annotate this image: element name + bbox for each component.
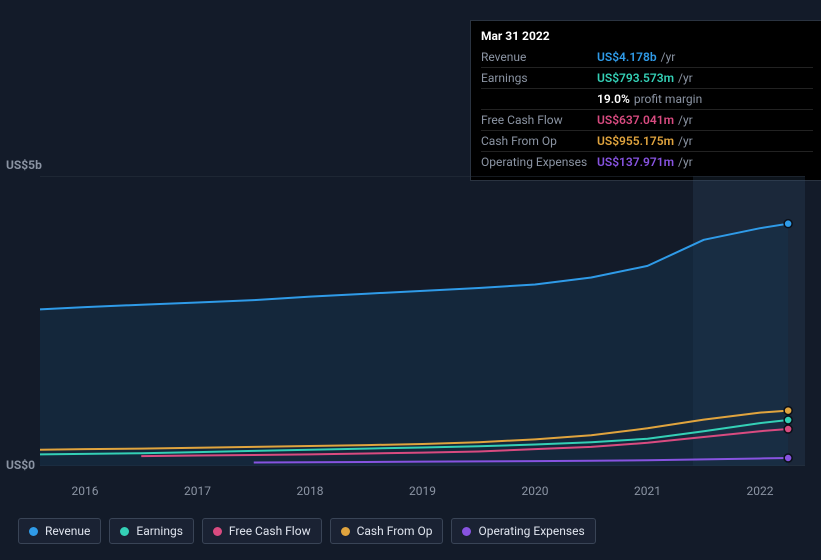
legend-label: Earnings [136, 524, 183, 538]
xtick-label: 2021 [634, 484, 661, 498]
legend-item[interactable]: Operating Expenses [451, 518, 595, 544]
tooltip-row-label: Cash From Op [481, 134, 597, 148]
legend-label: Revenue [45, 524, 90, 538]
tooltip-row: Operating ExpensesUS$137.971m/yr [481, 151, 813, 172]
xtick-label: 2020 [522, 484, 549, 498]
tooltip-row: Free Cash FlowUS$637.041m/yr [481, 109, 813, 130]
tooltip-row-value: US$4.178b/yr [597, 50, 675, 64]
tooltip-row-label: Free Cash Flow [481, 113, 597, 127]
xtick-label: 2017 [184, 484, 211, 498]
tooltip-row-value: US$637.041m/yr [597, 113, 693, 127]
tooltip-row: 19.0%profit margin [481, 88, 813, 109]
legend: Revenue Earnings Free Cash Flow Cash From O… [18, 518, 596, 544]
tooltip-row-value: US$955.175m/yr [597, 134, 693, 148]
chart-container: Mar 31 2022 RevenueUS$4.178b/yrEarningsU… [0, 0, 821, 560]
tooltip-row-label: Revenue [481, 50, 597, 64]
xtick-label: 2018 [297, 484, 324, 498]
xtick-label: 2016 [72, 484, 99, 498]
legend-swatch [213, 527, 222, 536]
legend-item[interactable]: Cash From Op [330, 518, 444, 544]
line-chart[interactable] [16, 176, 805, 466]
legend-swatch [29, 527, 38, 536]
legend-item[interactable]: Free Cash Flow [202, 518, 322, 544]
legend-label: Free Cash Flow [229, 524, 311, 538]
tooltip-date: Mar 31 2022 [481, 29, 813, 47]
tooltip-row-value: US$793.573m/yr [597, 71, 693, 85]
tooltip-row-value: US$137.971m/yr [597, 155, 693, 169]
hover-tooltip: Mar 31 2022 RevenueUS$4.178b/yrEarningsU… [470, 20, 821, 181]
tooltip-row-label: Earnings [481, 71, 597, 85]
legend-item[interactable]: Earnings [109, 518, 194, 544]
tooltip-rows: RevenueUS$4.178b/yrEarningsUS$793.573m/y… [481, 47, 813, 172]
xtick-label: 2022 [747, 484, 774, 498]
tooltip-row: EarningsUS$793.573m/yr [481, 67, 813, 88]
tooltip-row: Cash From OpUS$955.175m/yr [481, 130, 813, 151]
ytick-label-top: US$5b [6, 158, 42, 172]
tooltip-row: RevenueUS$4.178b/yr [481, 47, 813, 67]
legend-label: Cash From Op [357, 524, 433, 538]
tooltip-row-label [481, 92, 597, 106]
legend-item[interactable]: Revenue [18, 518, 101, 544]
legend-swatch [462, 527, 471, 536]
legend-swatch [120, 527, 129, 536]
tooltip-row-label: Operating Expenses [481, 155, 597, 169]
legend-label: Operating Expenses [478, 524, 584, 538]
tooltip-row-value: 19.0%profit margin [597, 92, 702, 106]
legend-swatch [341, 527, 350, 536]
xtick-label: 2019 [409, 484, 436, 498]
